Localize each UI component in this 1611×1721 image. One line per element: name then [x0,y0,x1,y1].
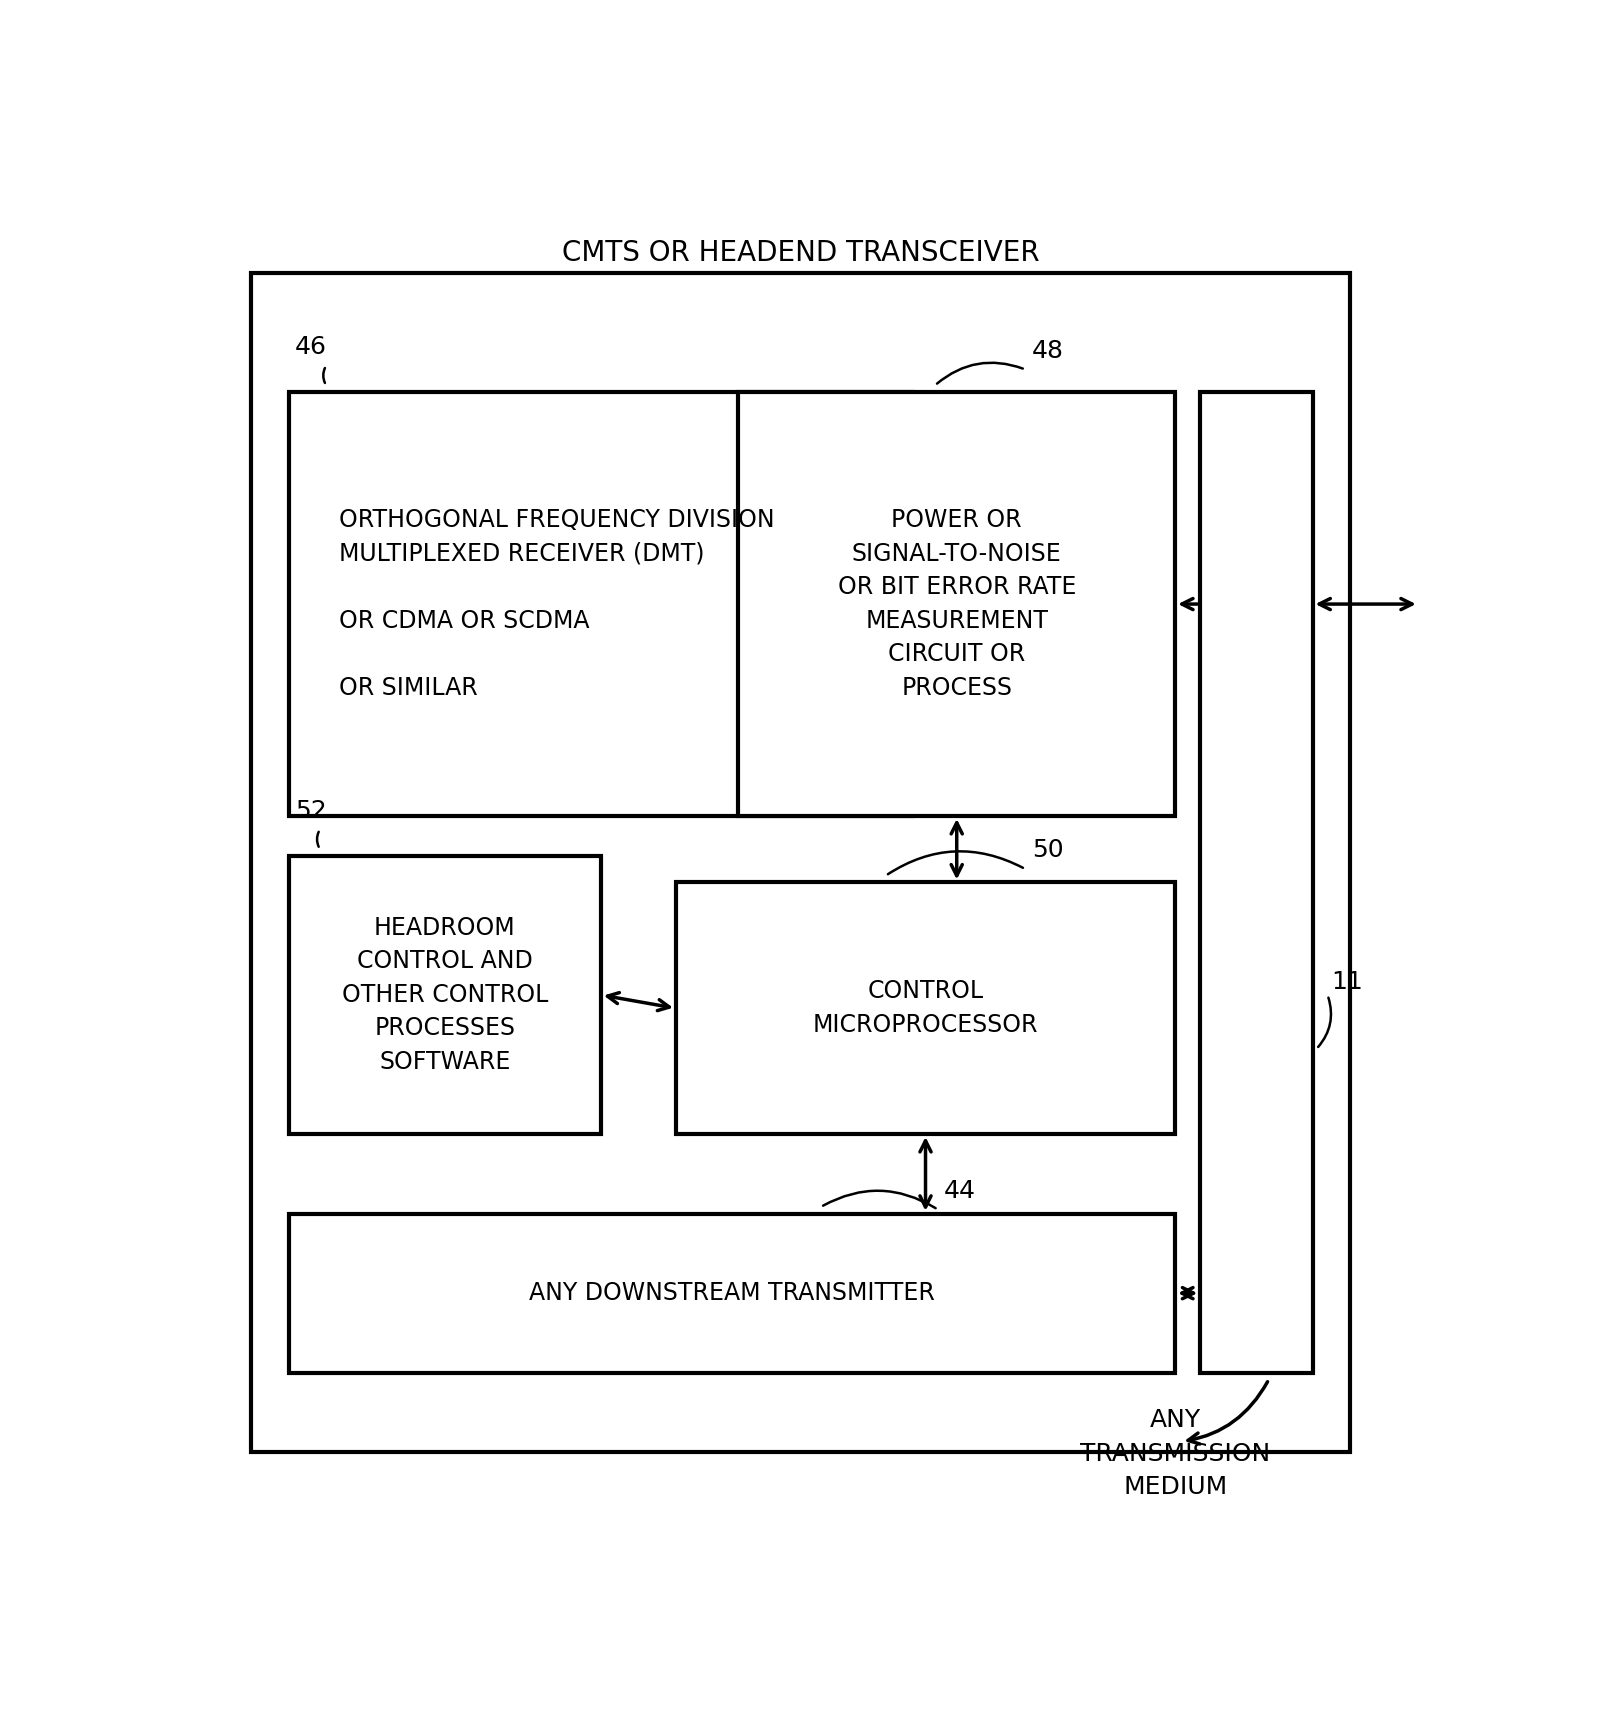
Bar [288,855,601,1134]
Bar [251,272,1350,1453]
Bar [288,1213,1176,1373]
Bar [677,883,1176,1134]
Bar [288,392,913,816]
Text: ANY DOWNSTREAM TRANSMITTER: ANY DOWNSTREAM TRANSMITTER [528,1280,934,1305]
Text: 11: 11 [1331,969,1363,993]
Bar [738,392,1176,816]
Text: 46: 46 [295,336,327,360]
Text: POWER OR
SIGNAL-TO-NOISE
OR BIT ERROR RATE
MEASUREMENT
CIRCUIT OR
PROCESS: POWER OR SIGNAL-TO-NOISE OR BIT ERROR RA… [838,508,1076,700]
Bar [1200,392,1313,1373]
Text: CMTS OR HEADEND TRANSCEIVER: CMTS OR HEADEND TRANSCEIVER [562,239,1039,267]
Text: 50: 50 [1031,838,1063,862]
Text: 52: 52 [295,799,327,823]
Text: ORTHOGONAL FREQUENCY DIVISION
MULTIPLEXED RECEIVER (DMT)

OR CDMA OR SCDMA

OR S: ORTHOGONAL FREQUENCY DIVISION MULTIPLEXE… [338,508,775,700]
Text: CONTROL
MICROPROCESSOR: CONTROL MICROPROCESSOR [814,979,1037,1038]
Text: 48: 48 [1031,339,1063,363]
Text: 44: 44 [944,1179,976,1203]
Text: HEADROOM
CONTROL AND
OTHER CONTROL
PROCESSES
SOFTWARE: HEADROOM CONTROL AND OTHER CONTROL PROCE… [342,916,548,1074]
Text: ANY
TRANSMISSION
MEDIUM: ANY TRANSMISSION MEDIUM [1079,1408,1271,1499]
